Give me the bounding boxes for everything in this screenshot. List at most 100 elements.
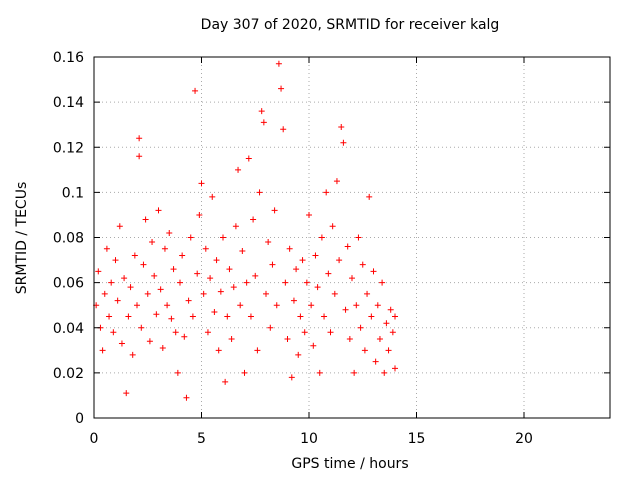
- data-point: [170, 266, 177, 273]
- y-axis-label: SRMTID / TECUs: [14, 181, 30, 295]
- data-point: [286, 245, 293, 252]
- data-point: [318, 234, 325, 241]
- data-point: [220, 234, 226, 241]
- data-point: [340, 139, 347, 146]
- data-point: [164, 302, 171, 309]
- x-tick-label: 0: [90, 431, 99, 447]
- x-tick-label: 20: [515, 431, 533, 447]
- data-point: [114, 297, 121, 304]
- data-point: [333, 178, 340, 185]
- data-point: [336, 257, 343, 264]
- data-point: [157, 286, 164, 293]
- data-point: [381, 369, 388, 376]
- data-point: [235, 166, 242, 173]
- data-point: [256, 189, 263, 196]
- data-point: [366, 193, 373, 200]
- y-tick-label: 0.12: [53, 140, 84, 156]
- data-point: [112, 257, 119, 264]
- data-point: [174, 369, 181, 376]
- data-point: [222, 378, 229, 385]
- data-point: [293, 266, 300, 273]
- data-point: [351, 369, 358, 376]
- data-point: [346, 336, 353, 343]
- data-point: [303, 279, 310, 286]
- data-point: [258, 108, 265, 115]
- data-point: [392, 313, 398, 320]
- x-tick-label: 15: [408, 431, 426, 447]
- data-point: [325, 270, 332, 277]
- data-point: [226, 266, 233, 273]
- data-point: [232, 223, 239, 230]
- data-point: [312, 252, 319, 259]
- data-point: [189, 313, 196, 320]
- data-point: [301, 329, 308, 336]
- data-points: [93, 60, 398, 401]
- data-point: [198, 180, 205, 187]
- data-point: [99, 347, 106, 354]
- data-point: [241, 369, 248, 376]
- data-point: [110, 329, 117, 336]
- data-point: [361, 347, 368, 354]
- data-point: [215, 347, 222, 354]
- data-point: [103, 245, 110, 252]
- data-point: [316, 369, 323, 376]
- data-point: [295, 351, 302, 358]
- data-point: [106, 313, 113, 320]
- data-point: [187, 234, 194, 241]
- plot-frame: [93, 56, 611, 419]
- data-point: [101, 290, 108, 297]
- data-point: [202, 245, 209, 252]
- data-point: [370, 268, 377, 275]
- data-point: [331, 290, 338, 297]
- data-point: [355, 234, 362, 241]
- data-point: [168, 315, 175, 322]
- data-point: [121, 275, 128, 282]
- data-point: [392, 365, 398, 372]
- data-point: [359, 261, 366, 268]
- axis-ticks: 0 0.02 0.04 0.06 0.08 0.1 0.12 0.14 0.16 0 5 10 15 20: [53, 50, 610, 447]
- data-point: [217, 288, 224, 295]
- data-point: [123, 390, 130, 397]
- data-point: [260, 119, 267, 126]
- data-point: [138, 324, 145, 331]
- y-tick-label: 0.02: [53, 366, 84, 382]
- data-point: [288, 374, 295, 381]
- y-tick-label: 0.08: [53, 231, 84, 247]
- x-tick-label: 5: [197, 431, 206, 447]
- data-point: [181, 333, 188, 340]
- data-point: [149, 239, 156, 246]
- data-point: [321, 313, 328, 320]
- data-point: [323, 189, 330, 196]
- y-tick-label: 0: [75, 411, 84, 427]
- data-point: [207, 275, 214, 282]
- data-point: [185, 297, 192, 304]
- data-point: [297, 313, 304, 320]
- data-point: [200, 290, 207, 297]
- data-point: [155, 207, 162, 214]
- data-point: [116, 223, 123, 230]
- data-point: [368, 313, 375, 320]
- data-point: [308, 302, 315, 309]
- data-point: [204, 329, 211, 336]
- data-point: [364, 290, 371, 297]
- data-point: [329, 223, 336, 230]
- data-point: [136, 135, 143, 142]
- data-point: [269, 261, 276, 268]
- data-point: [327, 329, 334, 336]
- data-point: [278, 85, 285, 92]
- grid-lines: [93, 56, 610, 419]
- data-point: [127, 284, 134, 291]
- data-point: [211, 308, 218, 315]
- data-point: [263, 290, 269, 297]
- data-point: [344, 243, 351, 250]
- data-point: [252, 272, 259, 279]
- data-point: [161, 245, 168, 252]
- data-point: [306, 211, 312, 218]
- y-tick-label: 0.16: [53, 50, 84, 66]
- data-point: [172, 329, 179, 336]
- x-axis-label: GPS time / hours: [291, 456, 409, 472]
- data-point: [349, 275, 355, 282]
- data-point: [282, 279, 289, 286]
- data-point: [299, 257, 306, 264]
- data-point: [284, 336, 291, 343]
